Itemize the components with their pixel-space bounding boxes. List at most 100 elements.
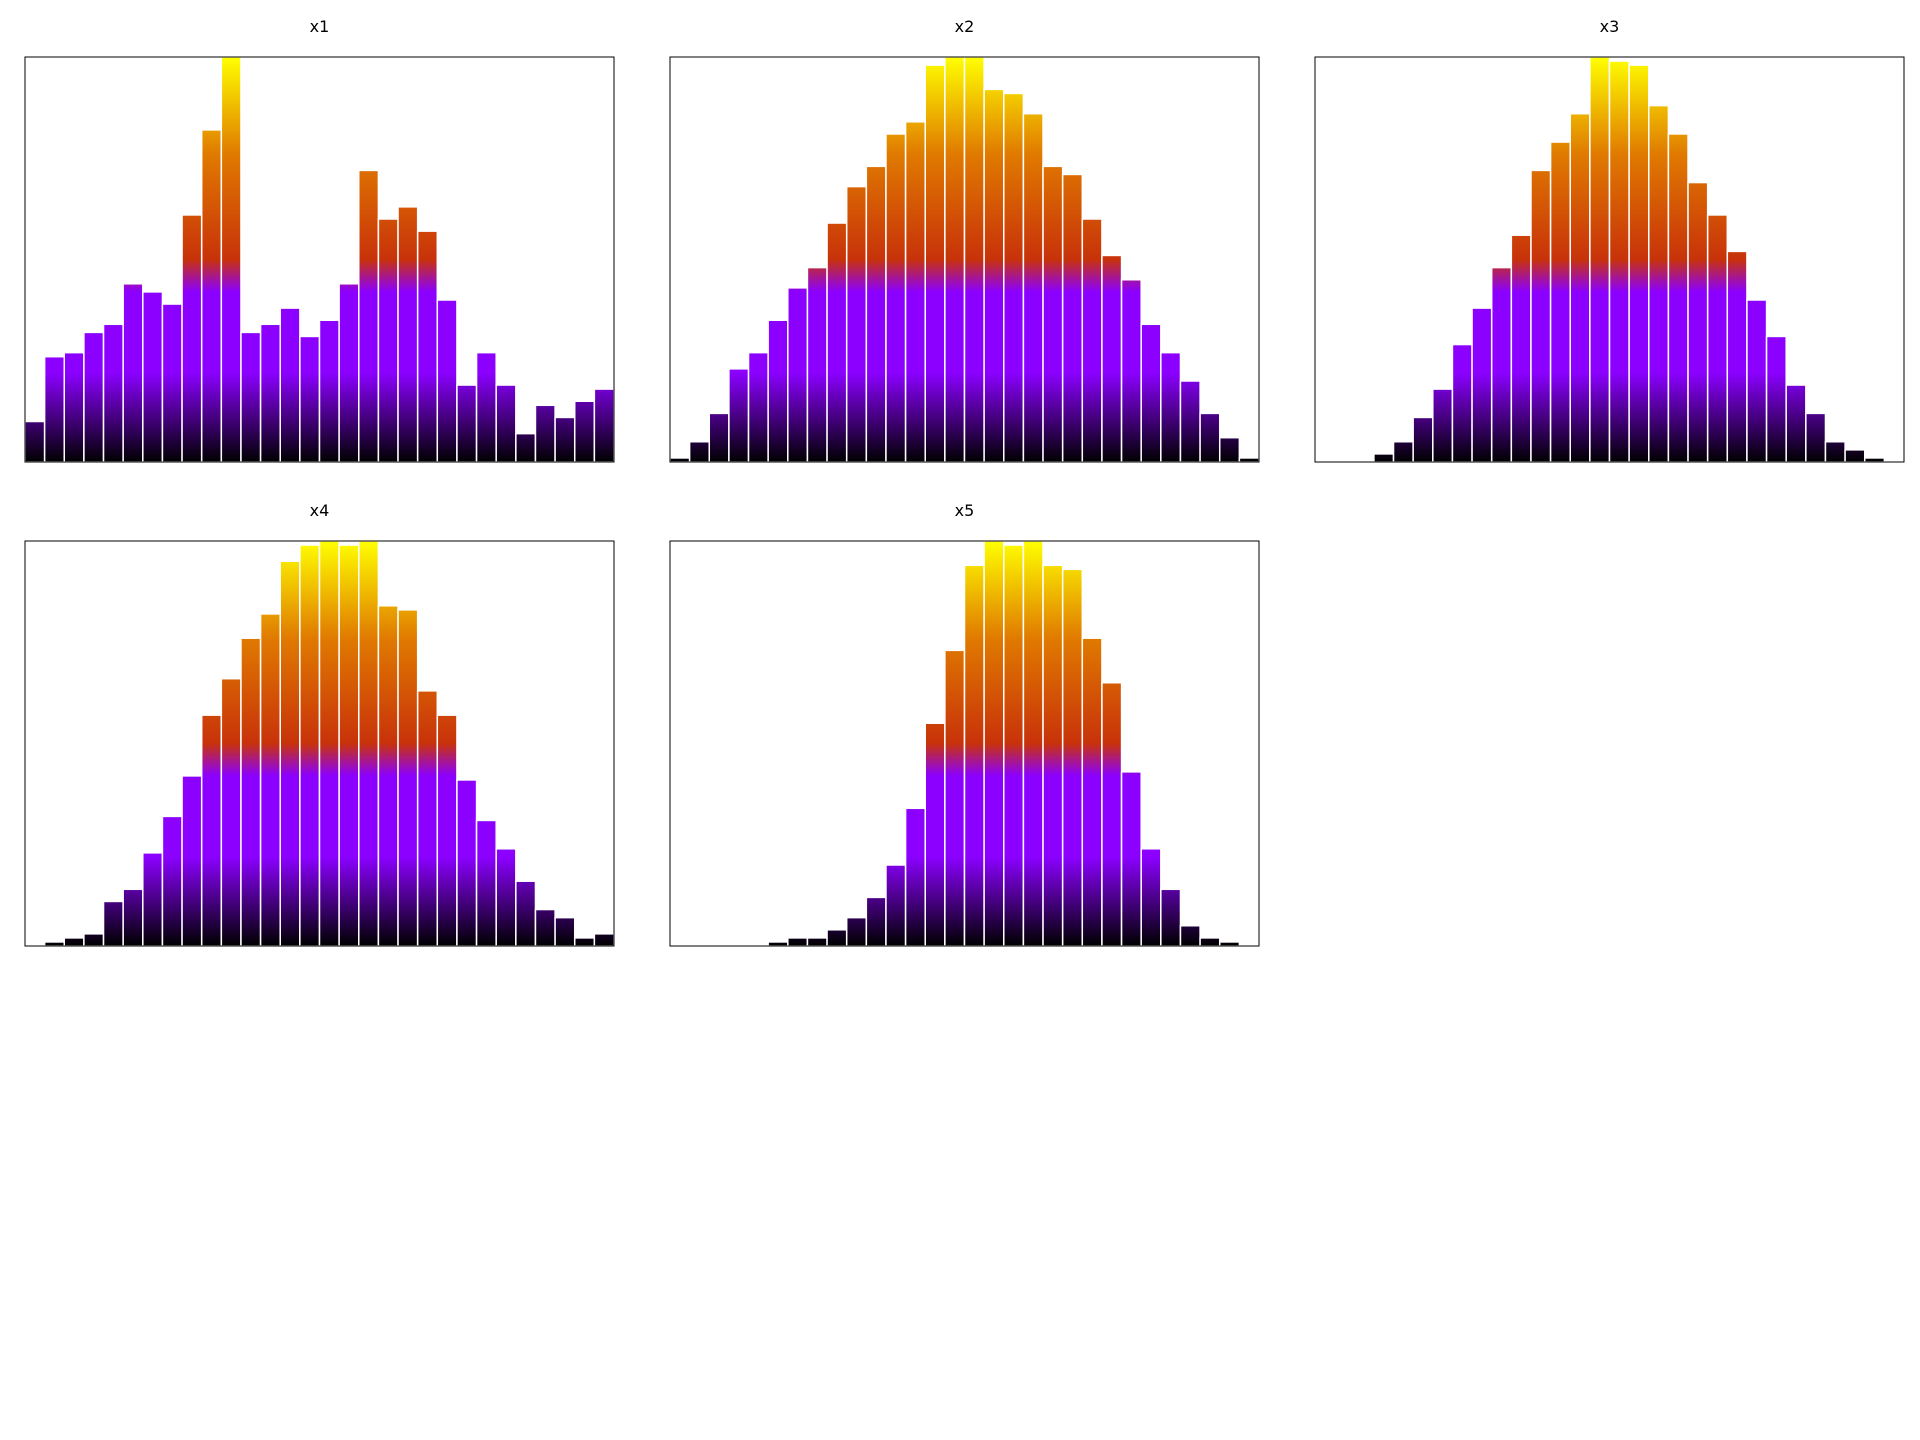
bar — [944, 56, 966, 463]
bar — [534, 404, 556, 463]
bar — [495, 384, 517, 463]
bar — [63, 351, 85, 463]
bar — [1608, 60, 1630, 463]
bar — [534, 908, 556, 947]
bar — [358, 540, 380, 947]
bar — [142, 291, 164, 463]
bar — [963, 56, 985, 463]
bar — [1218, 941, 1241, 947]
bar — [1061, 173, 1084, 463]
bar — [573, 400, 596, 463]
bar — [806, 937, 828, 947]
bar — [787, 287, 809, 463]
bar — [1471, 307, 1493, 463]
bar — [924, 722, 946, 947]
panel-x3: x3 — [1314, 17, 1905, 463]
bar — [787, 937, 809, 947]
bar — [1022, 112, 1044, 463]
bar — [1726, 250, 1748, 463]
bar — [688, 441, 711, 463]
bar — [983, 88, 1005, 463]
bar — [865, 165, 887, 463]
bar — [983, 540, 1005, 947]
bar — [924, 64, 946, 463]
bar — [515, 432, 537, 463]
panel-title: x1 — [310, 17, 330, 36]
bar — [1530, 169, 1552, 463]
axes-frame — [24, 56, 615, 463]
axes-frame — [1314, 56, 1905, 463]
bar — [963, 564, 985, 947]
bar — [1081, 218, 1103, 463]
bar — [826, 222, 848, 463]
bar — [1412, 416, 1434, 463]
bar — [554, 416, 576, 463]
panel-x2: x2 — [669, 17, 1260, 463]
bar — [1003, 544, 1025, 947]
bar — [1022, 540, 1044, 947]
bar — [279, 307, 301, 463]
bar — [1569, 112, 1591, 463]
bar — [904, 121, 926, 463]
bar — [200, 129, 223, 463]
bar — [1199, 937, 1221, 947]
panels-group: x1 x2 x3 x4 x5 — [24, 17, 1905, 947]
bar — [397, 206, 419, 463]
bar — [708, 412, 730, 463]
bar — [515, 880, 537, 947]
bar — [944, 649, 966, 947]
bar — [161, 303, 183, 463]
bar — [845, 916, 868, 947]
bar — [259, 323, 281, 463]
bar — [200, 714, 223, 947]
bar — [1042, 165, 1064, 463]
bar — [122, 283, 144, 463]
bar — [259, 613, 281, 947]
bar — [1179, 925, 1201, 947]
bar — [904, 807, 926, 947]
bar — [240, 331, 262, 463]
bar — [338, 283, 360, 463]
bar — [1179, 380, 1201, 463]
bar — [63, 937, 85, 947]
bar — [1706, 214, 1729, 463]
bar — [1003, 92, 1025, 463]
panel-title: x5 — [955, 501, 975, 520]
bar — [1042, 564, 1064, 947]
panel-title: x2 — [955, 17, 975, 36]
panel-title: x4 — [310, 501, 330, 520]
bar — [593, 933, 615, 947]
bar — [475, 819, 497, 947]
bar — [83, 933, 105, 947]
bar — [377, 218, 399, 463]
bar — [1238, 457, 1260, 463]
bar — [1140, 323, 1162, 463]
bar — [1101, 682, 1123, 947]
bar — [1160, 351, 1182, 463]
bar — [338, 544, 360, 947]
bar — [1648, 104, 1670, 463]
bar — [1160, 888, 1182, 947]
bar — [279, 560, 301, 947]
panel-x4: x4 — [24, 501, 615, 947]
bar — [573, 937, 596, 947]
axes-frame — [669, 56, 1260, 463]
bar — [220, 56, 242, 463]
bar — [1687, 181, 1709, 463]
bar — [142, 852, 164, 947]
bar — [122, 888, 144, 947]
bar — [495, 848, 517, 947]
panel-title: x3 — [1600, 17, 1620, 36]
bar — [83, 331, 105, 463]
bar — [181, 214, 203, 463]
bar — [1199, 412, 1221, 463]
bar — [669, 457, 691, 463]
bar — [1667, 133, 1689, 463]
bar — [1451, 343, 1473, 463]
bar — [826, 929, 848, 947]
bar — [554, 916, 576, 947]
bar — [845, 185, 868, 463]
bar — [436, 714, 458, 947]
bar — [1510, 234, 1532, 463]
bar — [1490, 266, 1513, 463]
